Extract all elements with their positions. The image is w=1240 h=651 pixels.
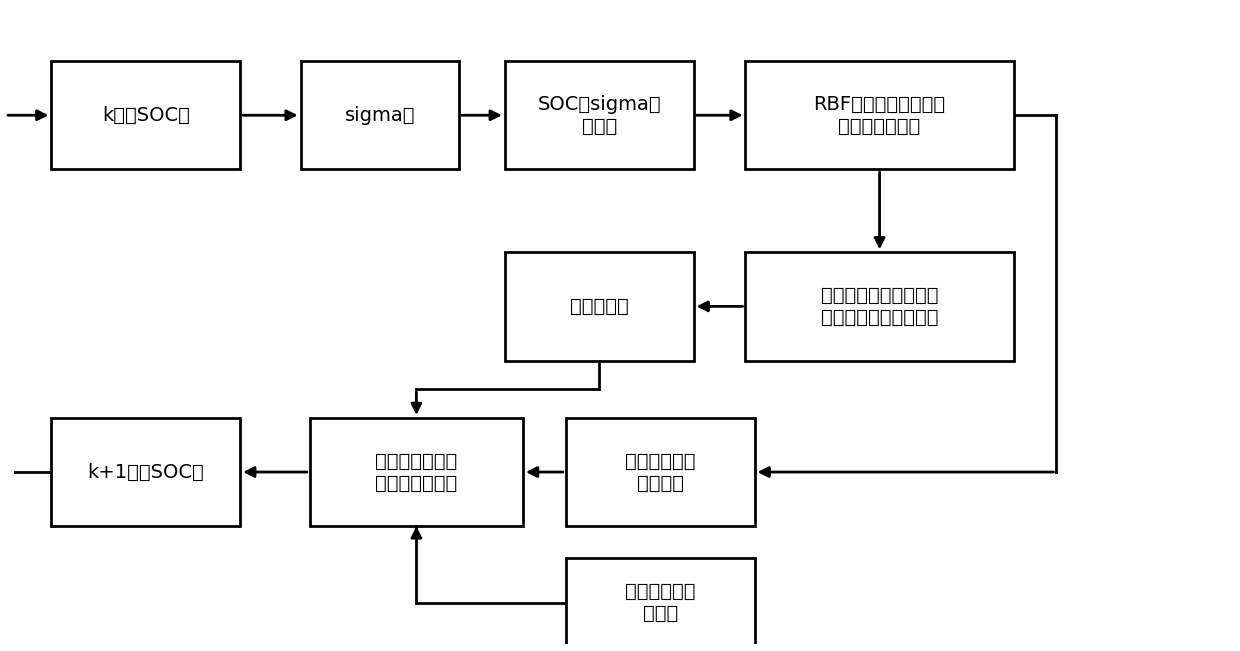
FancyBboxPatch shape xyxy=(565,558,755,647)
Text: 系统输出变量
的预测值: 系统输出变量 的预测值 xyxy=(625,452,696,493)
Text: 状态变量、输出变量的
方差矩阵、协方差矩阵: 状态变量、输出变量的 方差矩阵、协方差矩阵 xyxy=(821,286,939,327)
FancyBboxPatch shape xyxy=(565,418,755,526)
FancyBboxPatch shape xyxy=(745,61,1013,169)
FancyBboxPatch shape xyxy=(505,252,693,361)
FancyBboxPatch shape xyxy=(51,61,241,169)
Text: SOC的sigma点
及权重: SOC的sigma点 及权重 xyxy=(537,95,661,136)
FancyBboxPatch shape xyxy=(300,61,459,169)
Text: sigma化: sigma化 xyxy=(345,105,415,125)
FancyBboxPatch shape xyxy=(505,61,693,169)
Text: k时刻SOC值: k时刻SOC值 xyxy=(102,105,190,125)
Text: 状态变量及误差
矩阵的更新运算: 状态变量及误差 矩阵的更新运算 xyxy=(376,452,458,493)
Text: k+1时刻SOC值: k+1时刻SOC值 xyxy=(87,463,205,482)
FancyBboxPatch shape xyxy=(51,418,241,526)
Text: 卡尔曼增益: 卡尔曼增益 xyxy=(570,297,629,316)
Text: RBF神经网络模型确定
的系统方程运算: RBF神经网络模型确定 的系统方程运算 xyxy=(813,95,946,136)
FancyBboxPatch shape xyxy=(745,252,1013,361)
FancyBboxPatch shape xyxy=(310,418,523,526)
Text: 系统输出变量
的真值: 系统输出变量 的真值 xyxy=(625,582,696,623)
